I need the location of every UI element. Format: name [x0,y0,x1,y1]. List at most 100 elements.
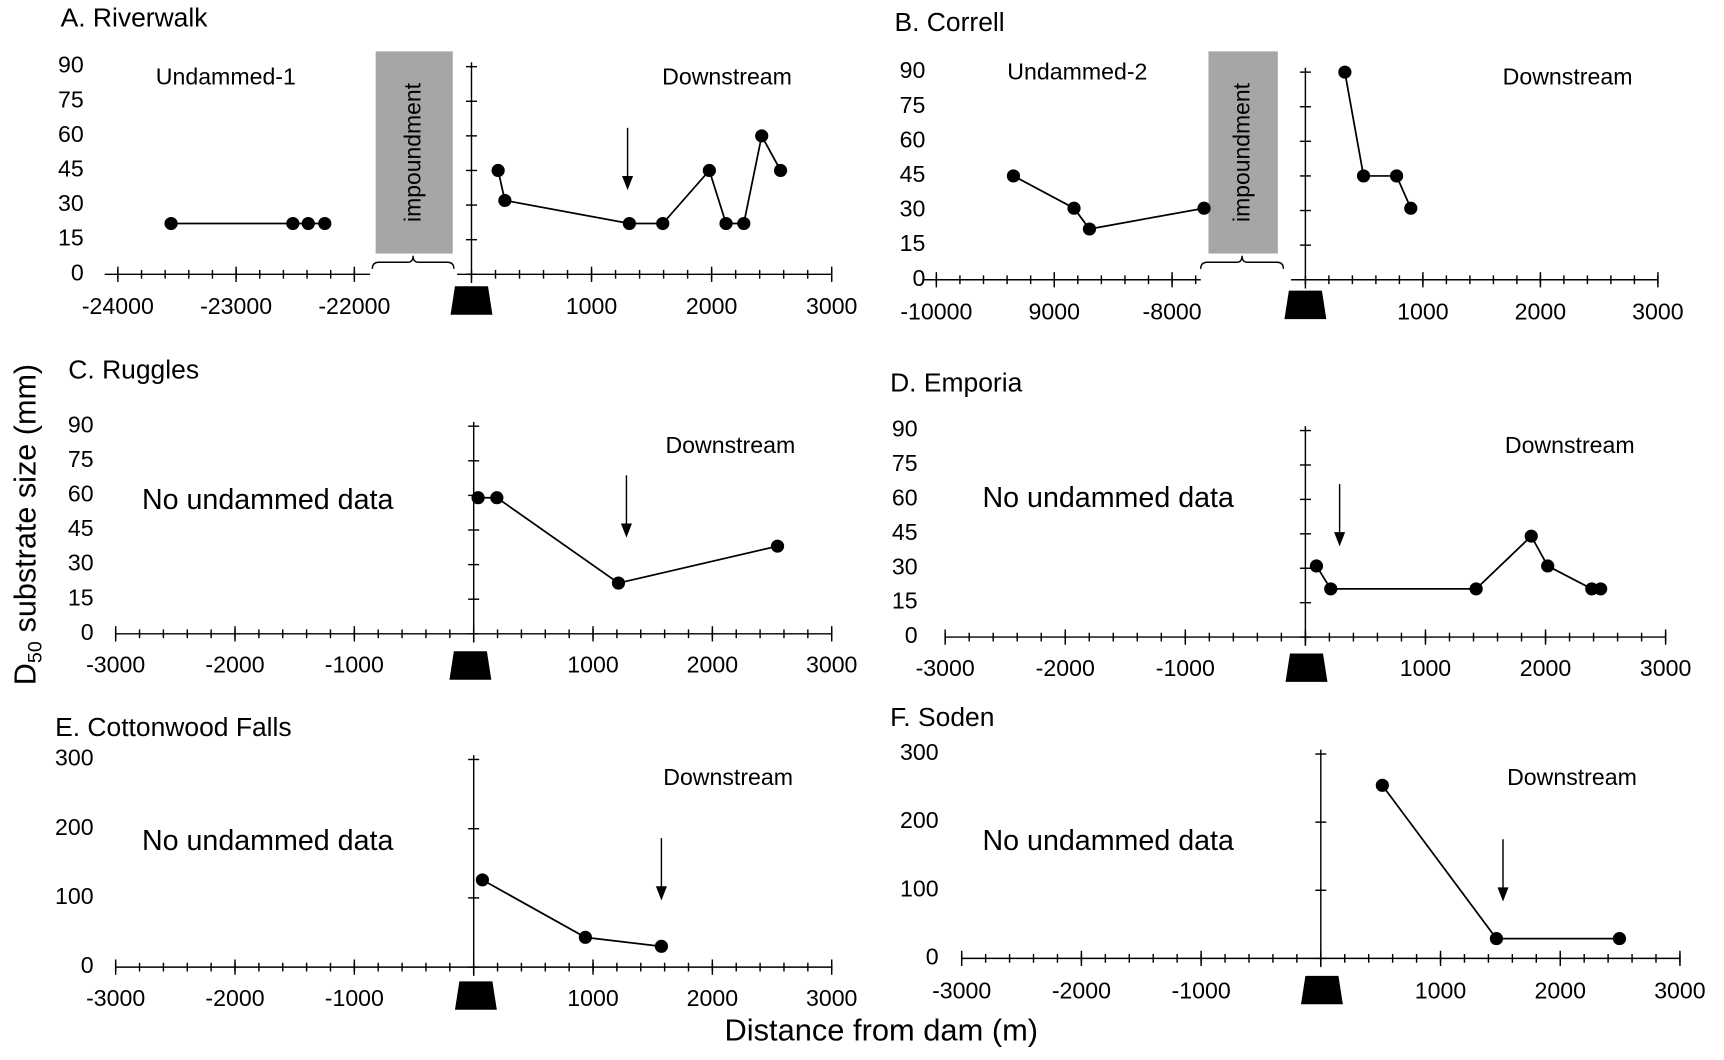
data-point [164,216,178,231]
x-tick-label: -3000 [86,985,145,1011]
arrow-head [655,886,667,901]
y-tick-label: 75 [900,92,926,118]
data-point [702,163,716,178]
x-tick-label: 2000 [1535,977,1586,1003]
y-tick-label: 0 [81,952,94,978]
dam-icon [450,286,493,315]
panel-title: B. Correll [894,7,1004,37]
x-tick-label: 2000 [687,985,738,1011]
data-point [1524,529,1538,543]
series-label: Downstream [662,64,792,90]
x-tick-label: -23000 [200,293,272,319]
dam-icon [1285,653,1328,682]
data-point [719,216,733,231]
series-line [481,879,662,948]
data-point [1389,169,1404,183]
series-line [1315,534,1601,590]
x-tick-label: -1000 [1156,655,1215,681]
x-tick-label: 1000 [1415,977,1466,1003]
y-title-main: D [8,663,43,685]
panel-title: A. Riverwalk [61,3,209,33]
y-tick-label: 75 [68,446,94,472]
y-tick-label: 15 [68,584,94,610]
series-label: Downstream [665,432,795,458]
data-point [1082,222,1097,236]
y-title-sub: 50 [25,641,47,663]
y-tick-label: 15 [900,230,926,256]
y-tick-label: 60 [900,126,926,152]
y-tick-label: 90 [892,416,918,442]
x-tick-label: -8000 [1143,299,1202,325]
data-point [318,216,332,231]
y-tick-label: 45 [892,519,918,545]
data-point [755,129,769,143]
x-tick-label: -10000 [900,299,972,325]
y-tick-label: 90 [900,57,926,83]
x-tick-label: -1000 [1172,977,1231,1003]
y-tick-label: 60 [58,121,84,147]
arrow [622,127,634,191]
arrow [1497,839,1509,902]
data-point [578,930,592,944]
y-tick-label: 0 [912,265,925,291]
y-tick-label: 200 [55,814,94,840]
series-label: Downstream [663,764,793,790]
data-point [1356,169,1371,183]
y-tick-label: 300 [55,745,94,771]
data-point [737,216,751,231]
data-point [1338,65,1352,79]
y-tick-label: 90 [58,52,84,78]
series-line [1013,175,1205,230]
arrow [655,838,667,901]
no-data-note: No undammed data [982,482,1234,514]
data-point [656,216,670,231]
y-tick-label: 15 [892,588,918,614]
brace [371,255,455,269]
x-tick-label: 3000 [1654,977,1705,1003]
x-tick-label: 1000 [1400,655,1451,681]
impoundment-box [1208,51,1278,254]
panel-title: D. Emporia [890,368,1023,398]
x-tick-label: 1000 [1397,299,1448,325]
series-label: Undammed-1 [156,64,296,90]
y-tick-label: 0 [71,259,84,285]
x-tick-label: -24000 [82,293,154,319]
y-tick-label: 90 [68,411,94,437]
x-tick-label: -3000 [86,652,145,678]
y-tick-label: 100 [900,875,939,901]
panel-title: C. Ruggles [68,355,199,385]
no-data-note: No undammed data [142,825,394,857]
series-label: Downstream [1507,764,1637,790]
data-point [471,491,485,505]
x-tick-label: -3000 [916,655,975,681]
x-tick-label: 3000 [806,985,857,1011]
impoundment-label: impoundment [399,82,425,222]
x-tick-label: -22000 [318,293,390,319]
data-point [1324,582,1338,596]
y-tick-label: 0 [905,622,918,648]
y-tick-label: 300 [900,739,939,765]
dam-icon [449,651,492,680]
x-tick-label: 2000 [1515,299,1566,325]
x-tick-label: -2000 [1036,655,1095,681]
data-point [654,939,669,953]
data-point [1197,201,1211,215]
y-tick-label: 100 [55,883,94,909]
panel-title: E. Cottonwood Falls [55,712,292,742]
y-tick-label: 45 [58,156,84,182]
x-tick-label: 1000 [566,293,617,319]
impoundment-label: impoundment [1228,82,1254,222]
series-label: Downstream [1505,432,1635,458]
dam-icon [1300,975,1343,1005]
data-point [1404,201,1418,215]
y-title-rest: substrate size (mm) [8,364,43,633]
y-tick-label: 200 [900,807,939,833]
y-tick-label: 60 [892,485,918,511]
series-label: Downstream [1503,64,1633,90]
data-point [491,163,505,178]
data-point [490,491,504,505]
x-tick-label: 1000 [567,652,618,678]
x-tick-label: -2000 [1052,977,1111,1003]
data-point [301,216,315,231]
data-point [498,193,512,208]
